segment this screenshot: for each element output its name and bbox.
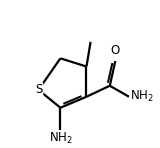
Text: NH$_2$: NH$_2$	[130, 89, 154, 104]
Text: NH$_2$: NH$_2$	[48, 131, 72, 146]
Text: O: O	[111, 44, 120, 57]
Text: S: S	[35, 83, 42, 96]
